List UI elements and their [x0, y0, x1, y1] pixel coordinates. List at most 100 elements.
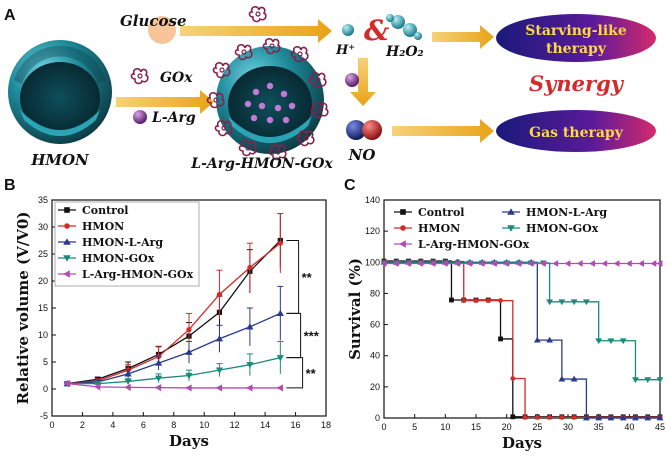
- data-point: [215, 367, 224, 374]
- y-axis-label: Relative volume (V/V0): [14, 212, 32, 405]
- data-point: [632, 414, 639, 421]
- data-point: [547, 415, 552, 420]
- legend-marker: [64, 207, 70, 213]
- data-point: [94, 383, 101, 391]
- y-tick-label: 20: [370, 382, 380, 392]
- data-point: [498, 336, 503, 342]
- series-line: [67, 240, 281, 385]
- legend-label: L-Arg-HMON-GOx: [418, 238, 530, 251]
- data-point: [478, 260, 485, 267]
- data-point: [246, 384, 253, 392]
- x-tick-label: 20: [502, 422, 512, 432]
- legend-marker: [64, 223, 70, 229]
- starving-line2: therapy: [546, 41, 607, 57]
- data-point: [498, 298, 503, 304]
- scheme-panel: A HMON GOx L-Arg Glucose: [4, 5, 656, 172]
- data-point: [454, 260, 460, 267]
- data-point: [546, 299, 553, 306]
- legend-label: HMON: [418, 222, 460, 235]
- data-point: [449, 297, 454, 303]
- data-point: [429, 260, 436, 267]
- y-tick-label: 15: [38, 303, 48, 313]
- arrow-glucose: [180, 19, 332, 43]
- no-label: NO: [348, 146, 376, 164]
- larg-icon: [133, 110, 147, 124]
- chart-c: 0 5 10 15 20 25 30 35 40 45 0 20 40 60 80 100 120 140 Days…: [346, 195, 665, 452]
- data-point: [473, 298, 479, 304]
- y-tick-label: 60: [370, 320, 380, 330]
- data-point: [619, 338, 627, 345]
- x-tick-label: 6: [141, 420, 146, 430]
- y-tick-label: -5: [40, 411, 48, 421]
- x-axis-label: Days: [502, 434, 542, 452]
- data-point: [154, 375, 163, 382]
- data-point: [154, 359, 163, 366]
- data-point: [632, 377, 639, 384]
- series-l-arg-hmon-gox: [63, 380, 284, 392]
- data-point: [154, 384, 162, 392]
- x-tick-label: 25: [532, 422, 542, 432]
- data-point: [595, 338, 603, 345]
- legend-marker: [399, 240, 406, 248]
- legend-marker: [400, 209, 406, 215]
- starving-line1: Starving-like: [525, 23, 627, 39]
- x-tick-label: 35: [594, 422, 604, 432]
- data-point: [215, 384, 223, 392]
- data-point: [644, 414, 652, 421]
- synergy-label: Synergy: [529, 71, 625, 96]
- x-tick-label: 10: [440, 422, 450, 432]
- x-tick-label: 14: [260, 420, 270, 430]
- gox-catalyst-icon: [248, 5, 267, 23]
- legend-label: Control: [418, 206, 464, 219]
- x-tick-label: 45: [655, 422, 665, 432]
- x-tick-label: 30: [563, 422, 573, 432]
- x-axis-label: Days: [169, 432, 209, 450]
- x-tick-label: 5: [412, 422, 417, 432]
- data-point: [540, 260, 546, 267]
- panel-label-a: A: [4, 7, 16, 24]
- arrow-gas: [392, 119, 494, 143]
- no-molecule-icon: [346, 120, 382, 140]
- x-tick-label: 0: [49, 420, 54, 430]
- data-point: [527, 260, 534, 267]
- y-tick-label: 5: [43, 357, 48, 367]
- data-point: [607, 338, 615, 345]
- data-point: [510, 414, 516, 420]
- data-point: [558, 299, 566, 306]
- data-point: [276, 309, 284, 316]
- data-point: [619, 414, 627, 421]
- data-point: [515, 260, 522, 267]
- data-point: [607, 414, 615, 421]
- y-tick-label: 0: [43, 384, 48, 394]
- data-point: [491, 260, 497, 267]
- x-tick-label: 40: [624, 422, 634, 432]
- x-tick-label: 15: [471, 422, 481, 432]
- data-point: [570, 299, 578, 306]
- data-point: [466, 260, 473, 267]
- data-point: [533, 336, 541, 343]
- data-point: [124, 383, 131, 391]
- y-tick-label: 80: [370, 288, 380, 298]
- larg-label: L-Arg: [151, 110, 196, 126]
- data-point: [277, 240, 283, 246]
- series-line: [67, 357, 281, 385]
- legend-label: HMON-GOx: [526, 222, 599, 235]
- gox-icon: [130, 67, 149, 85]
- y-tick-label: 100: [365, 257, 380, 267]
- x-tick-label: 12: [230, 420, 240, 430]
- gas-label: Gas therapy: [529, 125, 624, 141]
- data-point: [638, 260, 644, 267]
- y-axis-label: Survival (%): [346, 258, 364, 360]
- series-hmon-gox: [380, 260, 664, 384]
- arrow-load: [116, 90, 214, 114]
- data-point: [613, 260, 620, 267]
- data-point: [485, 298, 491, 304]
- y-tick-label: 140: [365, 195, 380, 205]
- y-tick-label: 120: [365, 226, 380, 236]
- data-point: [650, 260, 657, 267]
- data-point: [124, 378, 132, 386]
- series-step-line: [384, 260, 660, 418]
- data-point: [94, 381, 102, 388]
- data-point: [625, 260, 632, 267]
- gas-oval: [496, 110, 656, 152]
